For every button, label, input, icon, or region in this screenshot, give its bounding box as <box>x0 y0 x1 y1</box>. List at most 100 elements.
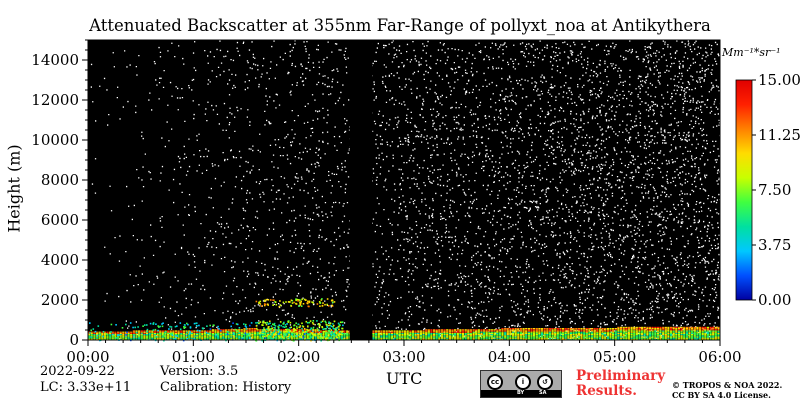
boundary-layer-cell <box>372 334 375 336</box>
boundary-layer-cell <box>538 332 541 334</box>
boundary-layer-cell <box>114 335 117 337</box>
aerosol-feature-cell <box>135 335 138 337</box>
boundary-layer-cell <box>567 332 570 334</box>
boundary-layer-cell <box>540 335 544 337</box>
boundary-layer-cell <box>614 329 617 331</box>
boundary-layer-cell <box>401 335 404 337</box>
boundary-layer-cell <box>275 337 278 339</box>
boundary-layer-cell <box>398 338 401 340</box>
aerosol-feature-cell <box>238 327 241 329</box>
boundary-layer-cell <box>601 334 604 336</box>
boundary-layer-cell <box>638 334 641 336</box>
boundary-layer-cell <box>670 332 673 334</box>
boundary-layer-cell <box>685 332 688 334</box>
boundary-layer-cell <box>688 330 691 332</box>
boundary-layer-cell <box>272 329 275 331</box>
boundary-layer-cell <box>622 326 625 328</box>
boundary-layer-cell <box>593 330 596 332</box>
boundary-layer-cell <box>340 334 343 336</box>
boundary-layer-cell <box>509 328 512 330</box>
boundary-layer-cell <box>567 328 570 330</box>
aerosol-feature-cell <box>157 329 159 332</box>
boundary-layer-cell <box>193 334 196 336</box>
boundary-layer-cell <box>259 334 262 336</box>
aerosol-feature-cell <box>255 325 258 327</box>
boundary-layer-cell <box>480 335 483 337</box>
person-icon: i <box>515 374 531 390</box>
aerosol-feature-cell <box>326 326 329 329</box>
aerosol-feature-cell <box>273 322 276 325</box>
boundary-layer-cell <box>543 329 546 331</box>
boundary-layer-cell <box>598 337 602 339</box>
boundary-layer-cell <box>654 326 657 328</box>
boundary-layer-cell <box>259 336 262 338</box>
boundary-layer-cell <box>543 332 546 334</box>
boundary-layer-cell <box>535 328 538 330</box>
boundary-layer-cell <box>527 338 530 340</box>
boundary-layer-cell <box>575 331 578 333</box>
boundary-layer-cell <box>219 338 222 340</box>
boundary-layer-cell <box>672 334 675 336</box>
boundary-layer-cell <box>238 330 241 332</box>
boundary-layer-cell <box>635 335 638 337</box>
boundary-layer-cell <box>404 332 407 334</box>
boundary-layer-cell <box>240 334 243 336</box>
boundary-layer-cell <box>490 338 494 340</box>
aerosol-feature-cell <box>188 333 191 335</box>
boundary-layer-cell <box>182 332 185 334</box>
aerosol-feature-cell <box>308 301 311 304</box>
boundary-layer-cell <box>285 338 288 340</box>
aerosol-feature-cell <box>328 337 331 339</box>
boundary-layer-cell <box>293 337 296 339</box>
aerosol-feature-cell <box>293 327 295 330</box>
aerosol-feature-cell <box>258 301 261 304</box>
boundary-layer-cell <box>448 331 451 333</box>
boundary-layer-cell <box>201 334 204 336</box>
aerosol-feature-cell <box>272 304 274 306</box>
boundary-layer-cell <box>443 329 446 331</box>
boundary-layer-cell <box>325 330 328 332</box>
boundary-layer-cell <box>696 337 699 339</box>
boundary-layer-cell <box>480 338 483 340</box>
aerosol-feature-cell <box>277 331 280 333</box>
boundary-layer-cell <box>217 338 220 340</box>
boundary-layer-cell <box>609 329 612 331</box>
boundary-layer-cell <box>630 326 633 328</box>
aerosol-feature-cell <box>301 338 304 340</box>
boundary-layer-cell <box>101 331 104 333</box>
boundary-layer-cell <box>398 336 401 338</box>
boundary-layer-cell <box>612 329 615 331</box>
boundary-layer-cell <box>467 337 470 339</box>
boundary-layer-cell <box>667 336 670 338</box>
boundary-layer-cell <box>380 336 383 338</box>
boundary-layer-cell <box>685 335 688 337</box>
boundary-layer-cell <box>188 335 191 337</box>
boundary-layer-cell <box>717 338 720 340</box>
boundary-layer-cell <box>401 331 404 333</box>
boundary-layer-cell <box>701 334 704 336</box>
boundary-layer-cell <box>135 337 138 339</box>
aerosol-feature-cell <box>307 333 310 336</box>
boundary-layer-cell <box>698 326 702 328</box>
boundary-layer-cell <box>230 338 233 340</box>
boundary-layer-cell <box>224 330 228 332</box>
aerosol-feature-cell <box>277 325 279 328</box>
aerosol-feature-cell <box>297 300 299 302</box>
boundary-layer-cell <box>577 338 580 340</box>
boundary-layer-cell <box>548 328 551 330</box>
boundary-layer-cell <box>430 329 433 331</box>
boundary-layer-cell <box>251 335 254 337</box>
boundary-layer-cell <box>667 332 670 334</box>
boundary-layer-cell <box>617 334 620 336</box>
boundary-layer-cell <box>601 338 604 340</box>
aerosol-feature-cell <box>283 326 286 328</box>
boundary-layer-cell <box>572 331 575 333</box>
aerosol-feature-cell <box>282 323 284 325</box>
boundary-layer-cell <box>535 337 538 339</box>
aerosol-feature-cell <box>271 327 273 329</box>
boundary-layer-cell <box>588 330 591 332</box>
boundary-layer-cell <box>145 334 149 336</box>
boundary-layer-cell <box>438 335 441 337</box>
boundary-layer-cell <box>427 335 430 337</box>
boundary-layer-cell <box>111 338 114 340</box>
